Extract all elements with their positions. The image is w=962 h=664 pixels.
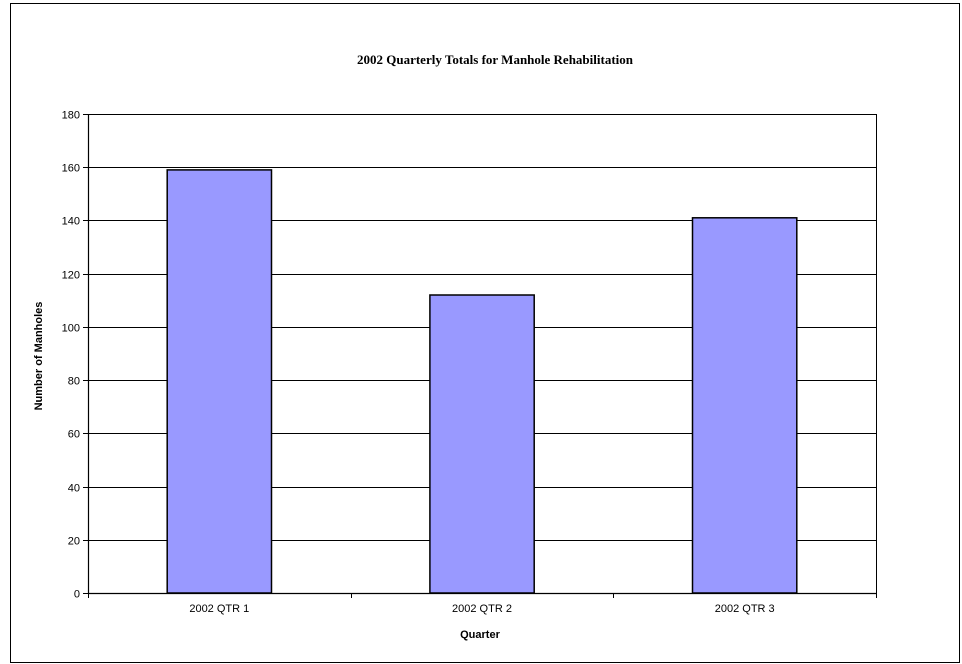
y-tick-label: 40: [68, 483, 80, 495]
x-tick-label: 2002 QTR 1: [189, 603, 249, 615]
y-tick-label: 20: [68, 536, 80, 548]
y-tick-label: 140: [62, 216, 80, 228]
y-tick-label: 160: [62, 163, 80, 175]
y-tick-label: 100: [62, 323, 80, 335]
y-tick-labels: 0 20 40 60 80 100 120 140 160 180: [62, 110, 80, 601]
chart-frame: 2002 Quarterly Totals for Manhole Rehabi…: [10, 3, 960, 663]
bar: [691, 217, 798, 594]
x-axis-title: Quarter: [460, 629, 500, 641]
x-tick-label: 2002 QTR 2: [452, 603, 512, 615]
bars: [166, 169, 798, 594]
x-tick-labels: 2002 QTR 1 2002 QTR 2 2002 QTR 3: [189, 603, 774, 615]
y-tick-label: 60: [68, 429, 80, 441]
x-tick-label: 2002 QTR 3: [715, 603, 775, 615]
bar: [429, 294, 535, 594]
bar: [166, 169, 273, 594]
y-tick-label: 80: [68, 376, 80, 388]
y-tick-label: 120: [62, 270, 80, 282]
y-axis-title: Number of Manholes: [33, 302, 45, 411]
y-tick-label: 0: [74, 589, 80, 601]
y-tick-label: 180: [62, 110, 80, 122]
chart-title: 2002 Quarterly Totals for Manhole Rehabi…: [357, 52, 634, 67]
bar-chart: 2002 Quarterly Totals for Manhole Rehabi…: [33, 52, 877, 641]
axes: [83, 114, 877, 598]
